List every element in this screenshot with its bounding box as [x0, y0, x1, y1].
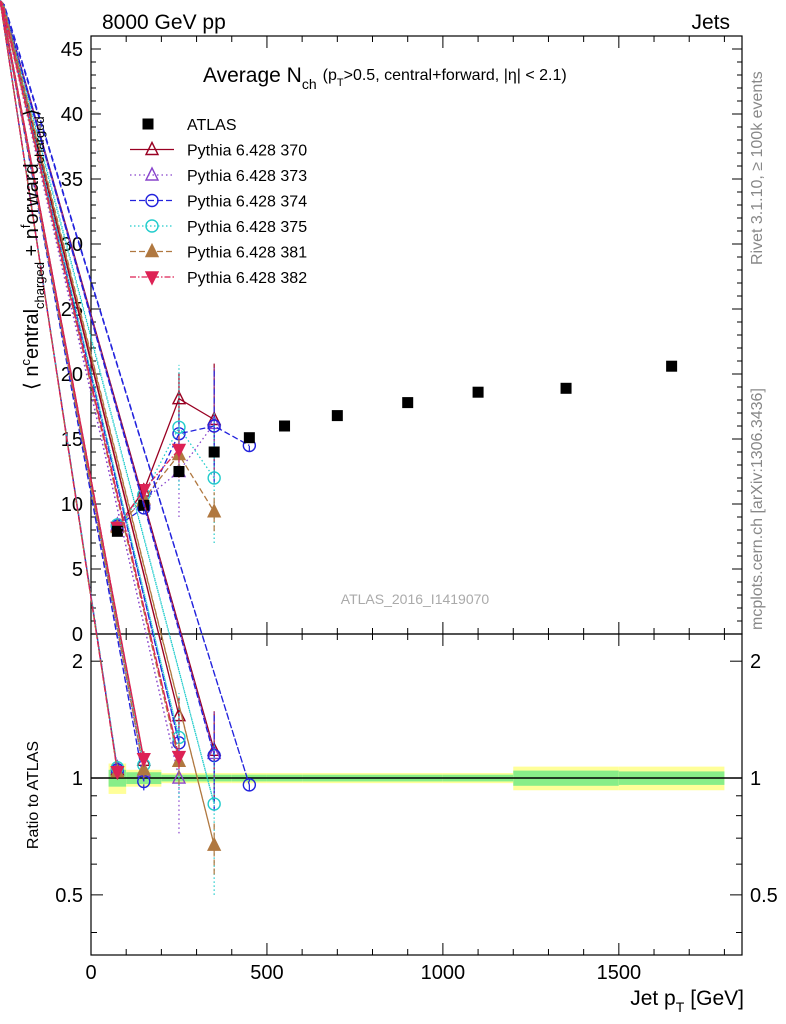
data-point: [666, 360, 678, 372]
legend-label: Pythia 6.428 382: [187, 270, 307, 287]
ratio-marker: [136, 761, 151, 776]
data-point: [173, 466, 185, 477]
ratio-marker: [171, 750, 187, 766]
watermark: ATLAS_2016_I1419070: [341, 591, 490, 607]
legend-marker: [144, 166, 160, 181]
legend-label: Pythia 6.428 374: [187, 194, 307, 211]
y-axis-label: ⟨ ncentralcharged + nforwardcharged⟩: [18, 109, 47, 390]
title-cut-1-sub: T: [337, 77, 344, 89]
chart-title: Average Nch (pT>0.5, central+forward, |η|…: [203, 64, 567, 92]
title-cut-1: (p: [323, 67, 337, 84]
series-line: [116, 423, 215, 526]
ratio-marker: [110, 766, 125, 781]
series-marker: [172, 420, 186, 434]
ratio-marker: [207, 836, 222, 851]
data-point: [243, 432, 255, 444]
legend-marker-atlas: [142, 118, 154, 130]
legend-label: Pythia 6.428 370: [187, 143, 307, 160]
legend-marker: [144, 271, 160, 286]
ratio-y-tick-label: 0.5: [55, 885, 83, 907]
title-main: Average N: [203, 64, 302, 87]
data-point: [331, 410, 343, 422]
header-jets: Jets: [691, 11, 730, 34]
ratio-series-line: [0, 0, 180, 772]
x-tick-label: 1000: [421, 962, 466, 984]
x-axis-label: Jet pT [GeV]: [630, 987, 744, 1015]
title-main-sub: ch: [302, 76, 317, 92]
y-tick-label: 40: [61, 104, 83, 126]
legend-marker: [144, 242, 160, 258]
legend-label: Pythia 6.428 375: [187, 219, 307, 236]
data-point: [402, 397, 414, 409]
series-line: [116, 426, 215, 526]
ratio-marker: [207, 797, 221, 811]
ratio-y-tick-label: 1: [72, 768, 83, 790]
ratio-marker: [136, 753, 151, 768]
header-process: 8000 GeV pp: [102, 11, 226, 34]
data-point: [111, 525, 123, 537]
y-tick-label: 35: [61, 169, 83, 191]
y-tick-label: 10: [61, 494, 83, 516]
legend-marker: [145, 193, 159, 208]
series-marker: [207, 471, 221, 485]
y-tick-label: 45: [61, 39, 83, 61]
ratio-frame: [90, 633, 743, 956]
ratio-y-tick-label-right: 1: [750, 768, 761, 790]
rivet-label: Rivet 3.1.10, ≥ 100k events: [749, 71, 766, 265]
ratio-y-tick-label-right: 2: [750, 651, 761, 673]
series-marker: [207, 419, 221, 433]
x-tick-label: 0: [85, 962, 96, 984]
data-point: [279, 420, 291, 432]
y-tick-label: 0: [72, 624, 83, 646]
legend-marker: [145, 219, 159, 233]
series-marker: [171, 390, 187, 405]
legend-label: Pythia 6.428 381: [187, 245, 307, 262]
series-marker: [171, 443, 187, 458]
legend-marker: [144, 140, 160, 156]
x-tick-label: 1500: [597, 962, 642, 984]
ratio-y-tick-label-right: 0.5: [750, 885, 778, 907]
ratio-panel: 0 500 1000 1500 0.5 0.5 1 1 2 2: [0, 0, 778, 984]
ratio-series-line: [0, 0, 215, 805]
data-point: [472, 386, 484, 398]
ratio-y-axis-label: Ratio to ATLAS: [25, 741, 42, 849]
legend-label: Pythia 6.428 373: [187, 168, 307, 185]
ratio-y-tick-label: 2: [72, 651, 83, 673]
data-point: [560, 382, 572, 394]
x-tick-label: 500: [250, 962, 283, 984]
ratio-marker: [242, 778, 257, 792]
series-line: [117, 425, 250, 527]
data-point: [208, 446, 220, 458]
y-tick-label: 5: [72, 559, 83, 581]
title-cut-2: >0.5, central+forward, |η| < 2.1): [344, 67, 567, 84]
series-marker: [207, 503, 222, 518]
mcplots-label: mcplots.cern.ch [arXiv:1306.3436]: [749, 388, 766, 630]
legend-label-atlas: ATLAS: [187, 117, 237, 134]
